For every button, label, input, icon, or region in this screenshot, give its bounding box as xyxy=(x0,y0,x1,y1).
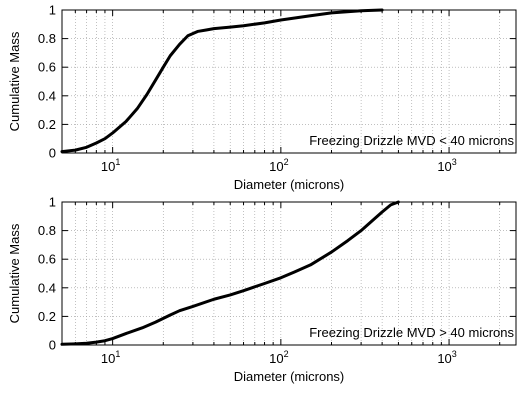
top-x-axis-label: Diameter (microns) xyxy=(234,177,345,192)
top-x-tick-label: 101 xyxy=(101,157,120,174)
bottom-y-axis-label: Cumulative Mass xyxy=(7,223,22,323)
top-y-tick-label: 0.4 xyxy=(38,88,56,103)
top-y-tick-label: 0 xyxy=(49,146,56,161)
top-chart-panel: 101 102 103 0 0.2 0.4 0.6 0.8 1 Freezing Drizzl… xyxy=(7,3,517,174)
bottom-x-tick-label: 101 xyxy=(101,349,120,366)
top-y-tick-label: 0.2 xyxy=(38,117,56,132)
bottom-y-tick-label: 0.2 xyxy=(38,309,56,324)
bottom-y-tick-label: 0.8 xyxy=(38,223,56,238)
top-y-axis-label: Cumulative Mass xyxy=(7,31,22,131)
bottom-y-tick-label: 0.4 xyxy=(38,280,56,295)
top-axes-frame xyxy=(61,9,517,154)
bottom-y-tick-label: 0 xyxy=(49,338,56,353)
bottom-annotation: Freezing Drizzle MVD > 40 microns xyxy=(309,325,514,340)
bottom-y-tick-label: 0.6 xyxy=(38,252,56,267)
top-x-tick-label: 102 xyxy=(269,157,288,174)
bottom-chart-panel: 101 102 103 0 0.2 0.4 0.6 0.8 1 Freezing Drizzl… xyxy=(7,195,517,366)
bottom-axes-frame xyxy=(61,201,517,346)
top-cumulative-mass-line xyxy=(60,8,384,154)
top-annotation: Freezing Drizzle MVD < 40 microns xyxy=(309,133,514,148)
top-x-tick-label: 103 xyxy=(437,157,456,174)
top-grid xyxy=(61,10,516,153)
bottom-y-tick-label: 1 xyxy=(49,195,56,210)
bottom-cumulative-mass-line xyxy=(60,200,400,346)
top-y-tick-label: 0.8 xyxy=(38,31,56,46)
bottom-x-ticks: 101 102 103 xyxy=(61,202,501,366)
top-y-tick-label: 1 xyxy=(49,3,56,18)
bottom-x-tick-label: 103 xyxy=(437,349,456,366)
bottom-x-axis-label: Diameter (microns) xyxy=(234,369,345,384)
top-y-tick-label: 0.6 xyxy=(38,60,56,75)
bottom-x-tick-label: 102 xyxy=(269,349,288,366)
bottom-grid xyxy=(61,202,516,345)
